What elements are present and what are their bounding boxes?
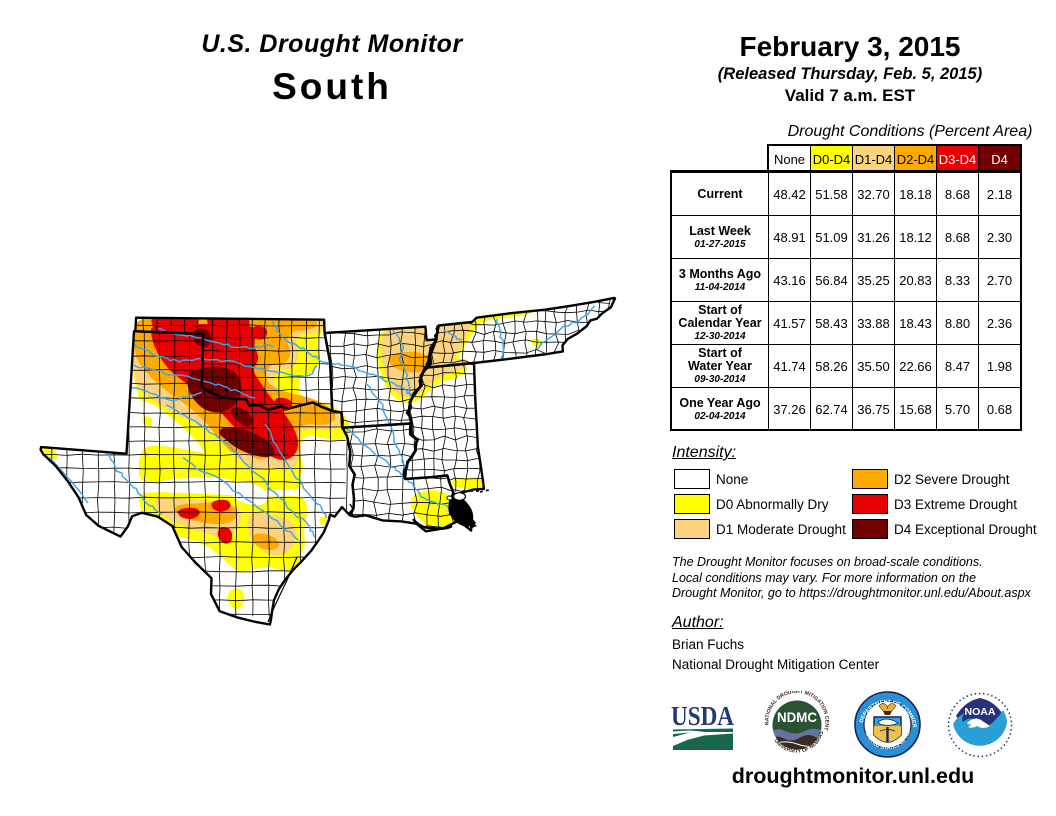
svg-text:NDMC: NDMC bbox=[777, 709, 817, 725]
svg-text:USDA: USDA bbox=[671, 701, 734, 731]
svg-text:NOAA: NOAA bbox=[965, 707, 996, 718]
